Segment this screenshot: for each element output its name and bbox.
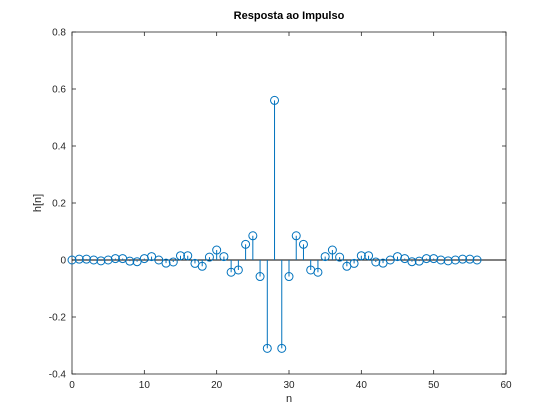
x-tick-label: 50 [428, 380, 440, 391]
y-tick-label: 0.8 [52, 28, 66, 39]
stem-marker [110, 254, 120, 264]
stem-marker [291, 231, 301, 241]
stem-marker [212, 245, 222, 255]
y-tick-label: 0.4 [52, 142, 66, 153]
stem-marker [147, 252, 157, 262]
stem-marker [96, 256, 106, 266]
stem-marker [255, 272, 265, 282]
stem-marker [356, 251, 366, 261]
stem-marker [81, 254, 91, 264]
stem-marker [349, 258, 359, 268]
stem-marker [443, 256, 453, 266]
stem-marker [284, 272, 294, 282]
stem-marker [197, 261, 207, 271]
stem-marker [320, 252, 330, 262]
stem-marker [472, 255, 482, 265]
x-tick-label: 40 [356, 380, 368, 391]
stem-marker [262, 343, 272, 353]
y-tick-label: 0 [60, 256, 66, 267]
stem-marker [219, 252, 229, 262]
y-tick-label: -0.4 [49, 370, 67, 381]
stem-marker [132, 257, 142, 267]
stem-marker [385, 255, 395, 265]
x-axis-label: n [286, 393, 292, 405]
stem-marker [436, 255, 446, 265]
y-tick-label: 0.2 [52, 199, 66, 210]
stem-marker [429, 254, 439, 264]
stem-marker [168, 257, 178, 267]
x-tick-label: 10 [139, 380, 151, 391]
y-tick-label: 0.6 [52, 85, 66, 96]
stem-marker [378, 258, 388, 268]
chart-title: Resposta ao Impulso [234, 10, 345, 22]
stem-marker [248, 231, 258, 241]
stem-marker [270, 95, 280, 105]
y-tick-label: -0.2 [49, 313, 67, 324]
y-axis-label: h[n] [32, 194, 44, 212]
stem-marker [204, 252, 214, 262]
stem-marker [161, 258, 171, 268]
stem-marker [67, 255, 77, 265]
stem-marker [400, 254, 410, 264]
stem-marker [277, 343, 287, 353]
stem-marker [371, 257, 381, 267]
stem-marker [241, 239, 251, 249]
x-tick-label: 60 [500, 380, 512, 391]
x-tick-label: 20 [211, 380, 223, 391]
plot-area: 0 10 20 30 40 50 60 -0.4 -0.2 0 0.2 0.4 0.6 0.8 [49, 28, 512, 392]
stem-marker [407, 257, 417, 267]
stem-marker [450, 255, 460, 265]
axes-box [71, 31, 507, 375]
stem-marker [298, 239, 308, 249]
stem-marker [74, 254, 84, 264]
x-tick-label: 30 [283, 380, 295, 391]
stem-marker [421, 254, 431, 264]
stem-marker [233, 265, 243, 275]
stem-marker [176, 251, 185, 261]
stem-marker [183, 251, 193, 261]
stem-marker [364, 251, 374, 261]
stem-marker [465, 254, 475, 264]
stem-marker [458, 254, 468, 264]
stem-marker [89, 255, 99, 265]
stem-marker [335, 252, 345, 262]
stem-marker [125, 256, 135, 266]
stem-marker [103, 255, 113, 265]
stem-marker [327, 245, 337, 255]
x-tick-label: 0 [69, 380, 75, 391]
stem-marker [154, 255, 164, 265]
stem-marker [313, 267, 323, 277]
